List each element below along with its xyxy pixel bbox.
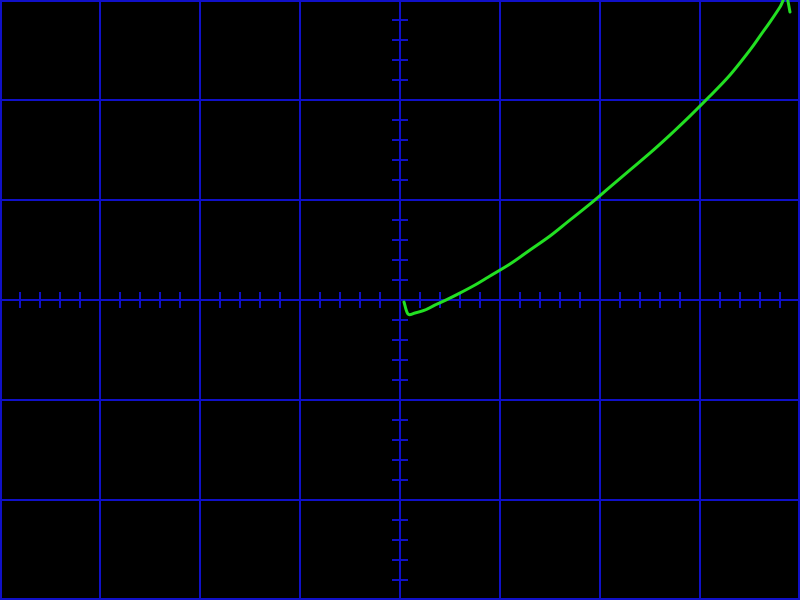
signal-trace bbox=[402, 0, 792, 317]
